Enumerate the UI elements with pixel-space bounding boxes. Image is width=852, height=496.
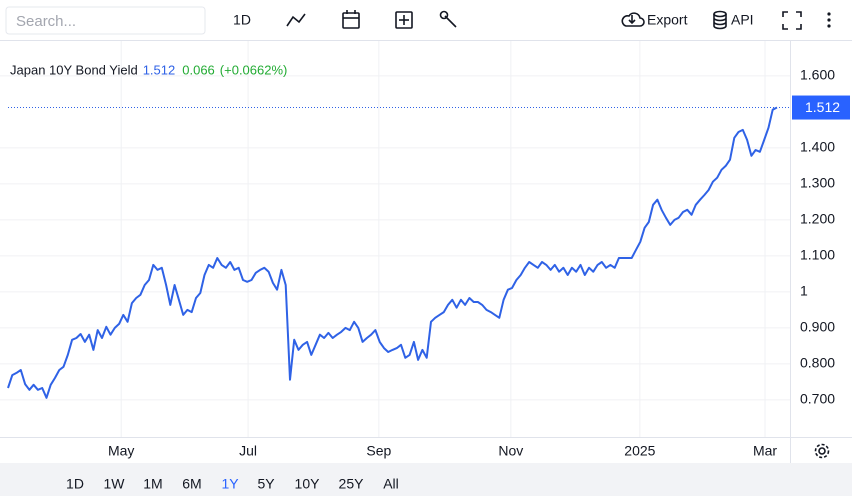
last-price-badge: [792, 95, 850, 120]
range-button[interactable]: 1Y: [221, 476, 239, 492]
calendar-icon[interactable]: [342, 10, 360, 29]
last-price-label: 1.512: [805, 99, 840, 115]
x-tick-label: Mar: [753, 443, 777, 459]
x-tick-label: May: [108, 443, 134, 459]
more-icon[interactable]: [827, 12, 831, 28]
y-tick-label: 1: [800, 283, 808, 299]
tools-icon[interactable]: [439, 10, 457, 28]
x-tick-label: Nov: [498, 443, 523, 459]
search-box[interactable]: [5, 6, 206, 35]
price-line: [7, 106, 778, 399]
legend: Japan 10Y Bond Yield 1.512 0.066 (+0.066…: [10, 62, 287, 77]
y-tick-label: 1.600: [800, 67, 835, 83]
range-button[interactable]: 10Y: [295, 476, 321, 492]
legend-title: Japan 10Y Bond Yield: [10, 62, 138, 77]
range-button[interactable]: 1W: [104, 476, 126, 492]
api-button[interactable]: API: [731, 12, 754, 28]
x-tick-label: 2025: [624, 443, 655, 459]
y-tick-label: 1.400: [800, 139, 835, 155]
range-button[interactable]: 25Y: [339, 476, 365, 492]
legend-last-value: 1.512: [143, 62, 176, 77]
export-button[interactable]: Export: [647, 12, 688, 28]
export-icon[interactable]: [621, 12, 645, 27]
x-tick-label: Sep: [366, 443, 391, 459]
y-tick-label: 1.300: [800, 175, 835, 191]
y-tick-label: 1.200: [800, 211, 835, 227]
api-icon[interactable]: [713, 10, 727, 30]
y-tick-label: 1.100: [800, 247, 835, 263]
range-bar: [0, 463, 852, 496]
range-button[interactable]: 1D: [66, 476, 84, 492]
legend-change-percent: (+0.0662%): [220, 62, 288, 77]
x-tick-label: Jul: [239, 443, 257, 459]
chart-type-icon[interactable]: [286, 13, 306, 27]
range-button[interactable]: 1M: [143, 476, 162, 492]
fullscreen-icon[interactable]: [782, 11, 802, 30]
settings-icon[interactable]: [814, 443, 830, 459]
add-indicator-icon[interactable]: [395, 11, 413, 29]
range-button[interactable]: All: [383, 476, 399, 492]
range-button[interactable]: 6M: [182, 476, 201, 492]
y-tick-label: 0.900: [800, 319, 835, 335]
search-placeholder[interactable]: Search...: [16, 13, 76, 30]
y-tick-label: 0.800: [800, 355, 835, 371]
range-button[interactable]: 5Y: [257, 476, 275, 492]
y-tick-label: 0.700: [800, 391, 835, 407]
legend-change: 0.066: [182, 62, 215, 77]
interval-button[interactable]: 1D: [233, 12, 251, 28]
